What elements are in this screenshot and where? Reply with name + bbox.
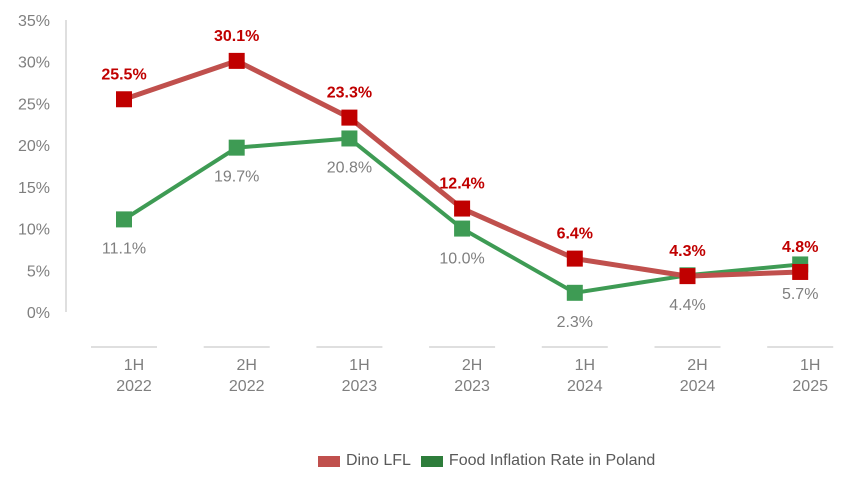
y-tick-label: 5% [27, 263, 50, 280]
legend-item-food-inflation: Food Inflation Rate in Poland [420, 452, 656, 470]
chart-legend: Dino LFL Food Inflation Rate in Poland [318, 452, 665, 470]
data-point-dino [228, 52, 245, 69]
y-tick-label: 20% [18, 138, 50, 155]
x-tick-label-year: 2023 [454, 378, 490, 395]
data-label-food-inflation: 5.7% [782, 286, 818, 303]
x-tick-label-half: 1H [124, 357, 144, 374]
data-point-food-inflation [228, 139, 245, 156]
data-point-dino [454, 200, 471, 217]
data-label-food-inflation: 11.1% [102, 240, 146, 257]
data-label-dino: 4.3% [669, 243, 705, 260]
legend-label-food-inflation: Food Inflation Rate in Poland [448, 452, 656, 469]
data-point-food-inflation [341, 130, 358, 147]
data-point-dino [792, 263, 809, 280]
data-label-dino: 4.8% [782, 239, 818, 256]
data-point-dino [341, 109, 358, 126]
legend-item-dino: Dino LFL [318, 452, 411, 470]
data-label-dino: 23.3% [327, 85, 372, 102]
data-label-dino: 25.5% [101, 66, 146, 83]
y-tick-label: 0% [27, 305, 50, 322]
x-tick-label-half: 2H [687, 357, 707, 374]
y-tick-label: 10% [18, 222, 50, 239]
x-tick-label-half: 2H [236, 357, 256, 374]
x-tick-label-half: 1H [800, 357, 820, 374]
legend-label-dino: Dino LFL [346, 452, 411, 469]
x-tick-label-year: 2024 [680, 378, 716, 395]
data-point-food-inflation [116, 211, 132, 228]
y-tick-label: 30% [18, 55, 50, 72]
data-point-dino [116, 91, 132, 108]
data-label-food-inflation: 19.7% [214, 169, 259, 186]
data-point-dino [566, 250, 583, 267]
data-label-dino: 6.4% [557, 226, 593, 243]
data-label-dino: 30.1% [214, 28, 259, 45]
y-tick-label: 35% [18, 13, 50, 30]
x-tick-label-half: 1H [349, 357, 369, 374]
y-tick-label: 25% [18, 96, 50, 113]
x-tick-label-year: 2022 [229, 378, 265, 395]
x-tick-label-year: 2023 [342, 378, 378, 395]
y-tick-label: 15% [18, 180, 50, 197]
data-label-food-inflation: 2.3% [557, 314, 593, 331]
data-label-food-inflation: 10.0% [439, 251, 484, 268]
x-tick-label-half: 2H [462, 357, 482, 374]
data-label-food-inflation: 4.4% [669, 297, 705, 314]
data-label-food-inflation: 20.8% [327, 159, 372, 176]
x-tick-label-year: 2025 [792, 378, 828, 395]
x-tick-label-half: 1H [575, 357, 595, 374]
legend-swatch-dino [318, 455, 340, 467]
data-point-food-inflation [454, 220, 471, 237]
data-point-food-inflation [566, 284, 583, 301]
data-point-dino [679, 268, 696, 285]
data-label-dino: 12.4% [439, 176, 484, 193]
x-tick-label-year: 2024 [567, 378, 603, 395]
x-tick-label-year: 2022 [116, 378, 152, 395]
legend-swatch-food-inflation [420, 455, 443, 467]
